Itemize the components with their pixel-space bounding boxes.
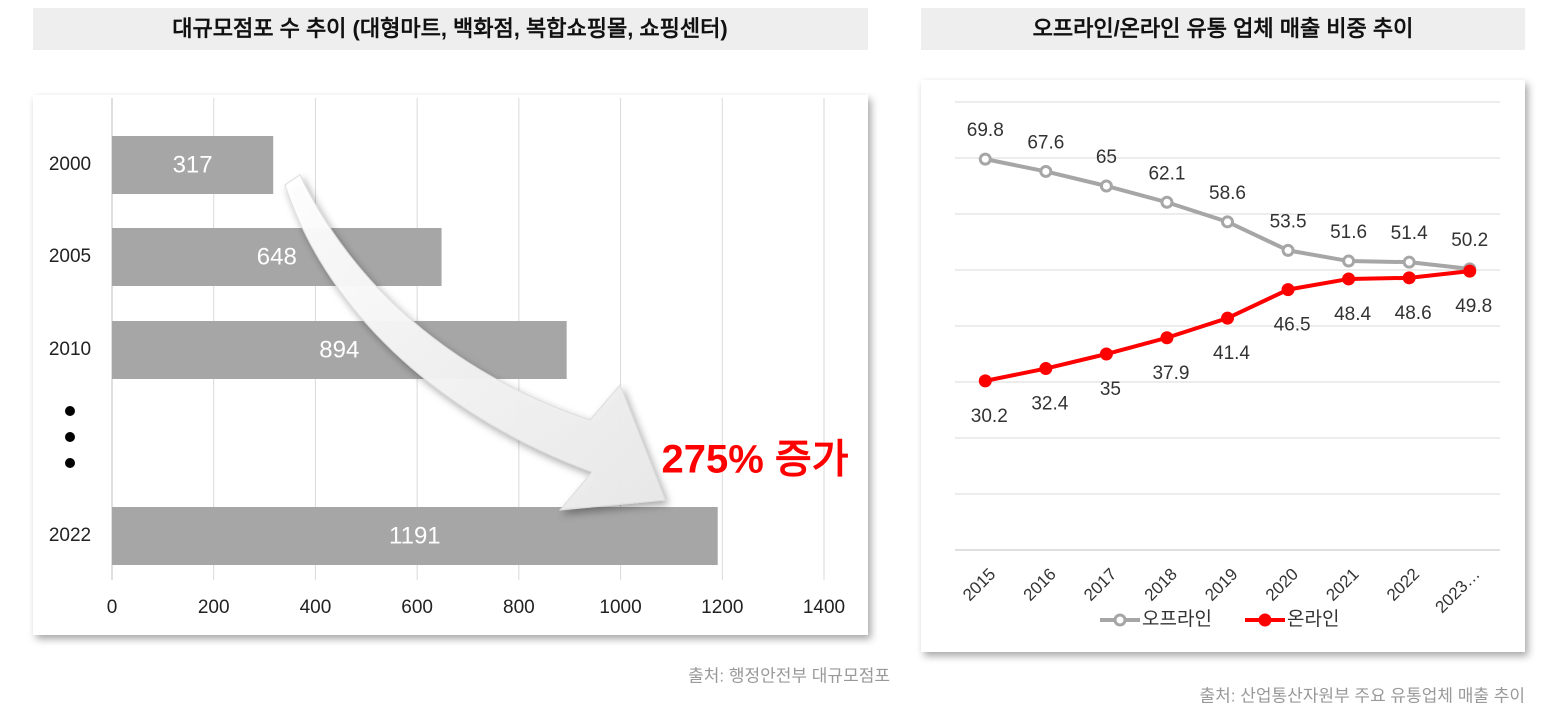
data-label: 48.6 — [1395, 303, 1432, 324]
chart-card — [921, 80, 1525, 652]
marker — [1463, 264, 1477, 278]
bar-chart: 0 200 400 600 800 1000 1200 1400 2000 317 2005 648 2… — [49, 98, 845, 618]
y-tick-label: 2010 — [49, 339, 91, 360]
arrow — [284, 174, 666, 511]
x-tick-label: 400 — [300, 597, 332, 618]
data-label: 69.8 — [967, 120, 1004, 141]
y-tick-label: 2005 — [49, 246, 91, 267]
chart-title: 대규모점포 수 추이 (대형마트, 백화점, 복합쇼핑몰, 쇼핑센터) — [172, 16, 727, 41]
data-label: 53.5 — [1270, 211, 1307, 232]
title-bar — [921, 8, 1525, 50]
legend-marker — [1258, 613, 1272, 627]
bar — [112, 136, 274, 194]
data-label: 48.4 — [1334, 304, 1371, 325]
line-chart: 2015 2016 2017 2018 2019 2020 2021 2022 2023…69.… — [955, 101, 1500, 630]
x-tick-label: 800 — [503, 597, 535, 618]
data-label: 62.1 — [1148, 163, 1185, 184]
data-label: 35 — [1100, 379, 1121, 400]
legend-marker — [1113, 613, 1127, 627]
marker — [1281, 283, 1295, 297]
x-tick-label: 0 — [107, 597, 118, 618]
marker — [1039, 164, 1053, 178]
x-tick-label: 600 — [401, 597, 433, 618]
marker — [1160, 195, 1174, 209]
y-tick-label: 2000 — [49, 154, 91, 175]
marker — [1281, 243, 1295, 257]
bar — [112, 228, 442, 286]
x-tick-label: 200 — [198, 597, 230, 618]
data-label: 46.5 — [1274, 315, 1311, 336]
data-label: 894 — [319, 336, 359, 363]
data-label: 41.4 — [1213, 343, 1250, 364]
ellipsis-dot — [65, 406, 75, 416]
marker — [978, 152, 992, 166]
data-label: 65 — [1096, 147, 1117, 168]
title-bar — [33, 8, 868, 50]
data-label: 30.2 — [971, 406, 1008, 427]
data-label: 51.4 — [1391, 223, 1428, 244]
data-label: 49.8 — [1455, 296, 1492, 317]
marker — [1402, 255, 1416, 269]
marker — [1039, 362, 1053, 376]
data-label: 1191 — [389, 522, 441, 549]
ellipsis-dot — [65, 432, 75, 442]
x-tick-label: 1200 — [701, 597, 743, 618]
x-tick-label: 1400 — [803, 597, 845, 618]
data-label: 37.9 — [1152, 363, 1189, 384]
marker — [1342, 254, 1356, 268]
bar — [112, 321, 567, 379]
data-label: 50.2 — [1451, 230, 1488, 251]
marker — [1221, 215, 1234, 229]
data-label: 317 — [173, 151, 213, 178]
data-label: 51.6 — [1330, 222, 1367, 243]
data-label: 58.6 — [1209, 183, 1246, 204]
marker — [1342, 272, 1356, 286]
marker — [1099, 179, 1113, 193]
marker — [1221, 311, 1234, 325]
ellipsis-dot — [65, 458, 75, 468]
chart-title: 오프라인/온라인 유통 업체 매출 비중 추이 — [1033, 16, 1414, 41]
data-label: 648 — [257, 243, 297, 270]
marker — [1160, 331, 1174, 345]
y-tick-label: 2022 — [49, 525, 91, 546]
data-label: 32.4 — [1031, 394, 1068, 415]
x-tick-label: 1000 — [599, 597, 641, 618]
source: 출처: 행정안전부 대규모점포 — [688, 666, 890, 685]
annotation: 275% 증가 — [661, 438, 848, 482]
marker — [1402, 271, 1416, 285]
source: 출처: 산업통산자원부 주요 유통업체 매출 추이 — [1200, 686, 1526, 705]
data-label: 67.6 — [1027, 132, 1064, 153]
legend-label: 온라인 — [1287, 608, 1339, 630]
bar — [112, 507, 718, 565]
marker — [1099, 347, 1113, 361]
marker — [978, 374, 992, 388]
legend-label: 오프라인 — [1142, 608, 1212, 630]
